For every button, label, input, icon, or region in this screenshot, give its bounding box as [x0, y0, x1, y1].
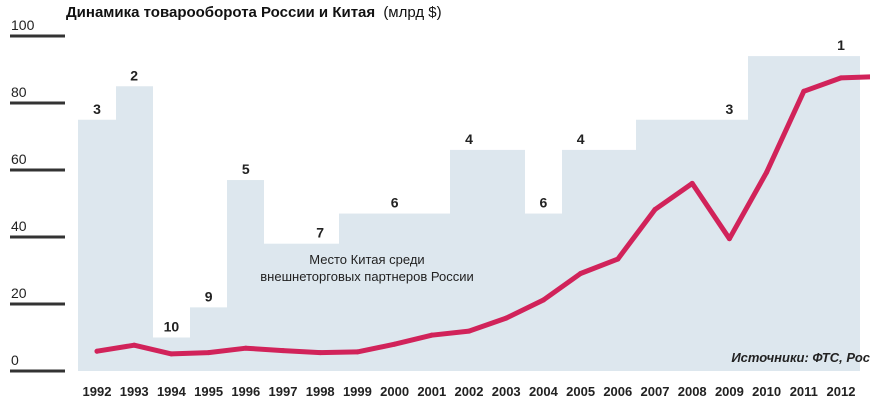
rank-bar: [636, 119, 674, 371]
source-note: Источники: ФТС, Рос: [731, 350, 870, 365]
x-tick-label: 2010: [752, 384, 781, 399]
rank-bar: [227, 180, 264, 371]
rank-label: 4: [577, 131, 585, 147]
y-tick-mark: [10, 168, 65, 172]
x-tick-label: 1998: [306, 384, 335, 399]
rank-legend-note: Место Китая среди внешнеторговых партнеро…: [260, 252, 473, 284]
rank-bar: [748, 56, 785, 371]
rank-label: 3: [93, 101, 101, 117]
trade-point: [317, 350, 323, 356]
trade-point: [280, 348, 286, 354]
trade-point: [578, 271, 584, 277]
y-tick-label: 0: [11, 352, 19, 368]
y-tick-label: 100: [11, 17, 35, 33]
x-tick-label: 1992: [83, 384, 112, 399]
trade-point: [764, 169, 770, 175]
trade-point: [94, 348, 100, 354]
x-tick-label: 2011: [790, 384, 818, 399]
trade-point: [540, 297, 546, 303]
rank-labels: 3 2 10 9 5 7 6 4 6 4 3 1: [93, 37, 845, 334]
x-tick-label: 2004: [529, 384, 559, 399]
y-tick-label: 80: [11, 84, 27, 100]
rank-label: 9: [205, 288, 213, 304]
rank-label: 3: [726, 101, 734, 117]
trade-point: [689, 180, 695, 186]
rank-label: 10: [164, 319, 180, 335]
rank-bar: [339, 213, 376, 371]
trade-point: [131, 342, 137, 348]
trade-point: [615, 256, 621, 262]
rank-label: 7: [316, 225, 324, 241]
x-tick-label: 2000: [380, 384, 409, 399]
chart-title-unit: (млрд $): [383, 4, 441, 21]
rank-background: [78, 56, 860, 371]
x-tick-label: 2005: [566, 384, 595, 399]
rank-legend-line: внешнеторговых партнеров России: [260, 269, 473, 284]
x-tick-label: 2003: [492, 384, 521, 399]
rank-bar: [116, 86, 153, 371]
rank-bar: [488, 149, 525, 371]
rank-label: 6: [391, 195, 399, 211]
trade-point: [801, 88, 807, 94]
x-tick-label: 2006: [603, 384, 632, 399]
y-tick-label: 20: [11, 285, 27, 301]
trade-volume-line: [94, 74, 870, 357]
y-tick-label: 60: [11, 151, 27, 167]
trade-volume-points: [94, 75, 844, 357]
chart-title-main: Динамика товарооборота России и Китая: [66, 4, 375, 21]
rank-label: 1: [837, 37, 845, 53]
rank-label: 4: [465, 131, 473, 147]
x-axis-ticks: 1992 1993 1994 1995 1996 1997 1998 1999 2000 2001…: [83, 384, 856, 399]
trade-point: [206, 350, 212, 356]
trade-point: [466, 328, 472, 334]
rank-bar: [78, 119, 116, 371]
rank-bar: [822, 56, 860, 371]
rank-bar: [562, 149, 599, 371]
rank-bar: [450, 149, 488, 371]
x-tick-label: 2008: [678, 384, 707, 399]
rank-label: 5: [242, 161, 250, 177]
rank-bar: [674, 119, 711, 371]
x-tick-label: 2002: [455, 384, 484, 399]
x-tick-label: 2001: [417, 384, 446, 399]
x-tick-label: 1997: [269, 384, 298, 399]
rank-legend-line: Место Китая среди: [309, 252, 424, 267]
trade-point: [429, 332, 435, 338]
rank-label: 6: [540, 195, 548, 211]
rank-bar: [190, 307, 227, 371]
rank-bar: [413, 213, 450, 371]
x-tick-label: 1996: [231, 384, 260, 399]
x-tick-label: 1999: [343, 384, 372, 399]
trade-point: [726, 236, 732, 242]
rank-bar: [785, 56, 822, 371]
y-tick-mark: [10, 101, 65, 105]
trade-point: [392, 341, 398, 347]
x-tick-label: 2009: [715, 384, 744, 399]
x-tick-label: 1995: [194, 384, 223, 399]
x-tick-label: 2012: [827, 384, 856, 399]
trade-point: [652, 207, 658, 213]
trade-point: [168, 351, 174, 357]
chart-title: Динамика товарооборота России и Китая (м…: [66, 4, 442, 21]
y-tick-label: 40: [11, 218, 27, 234]
y-axis-ticks: 100 80 60 40 20 0: [10, 17, 65, 373]
y-tick-mark: [10, 235, 65, 239]
trade-point: [503, 315, 509, 321]
x-tick-label: 2007: [641, 384, 670, 399]
x-tick-label: 1994: [157, 384, 187, 399]
y-tick-mark: [10, 34, 65, 38]
trade-point: [243, 345, 249, 351]
trade-point: [354, 349, 360, 355]
y-tick-mark: [10, 369, 65, 373]
rank-bar: [711, 119, 748, 371]
y-tick-mark: [10, 302, 65, 306]
rank-label: 2: [130, 67, 138, 83]
x-tick-label: 1993: [120, 384, 149, 399]
trade-point: [838, 75, 844, 81]
